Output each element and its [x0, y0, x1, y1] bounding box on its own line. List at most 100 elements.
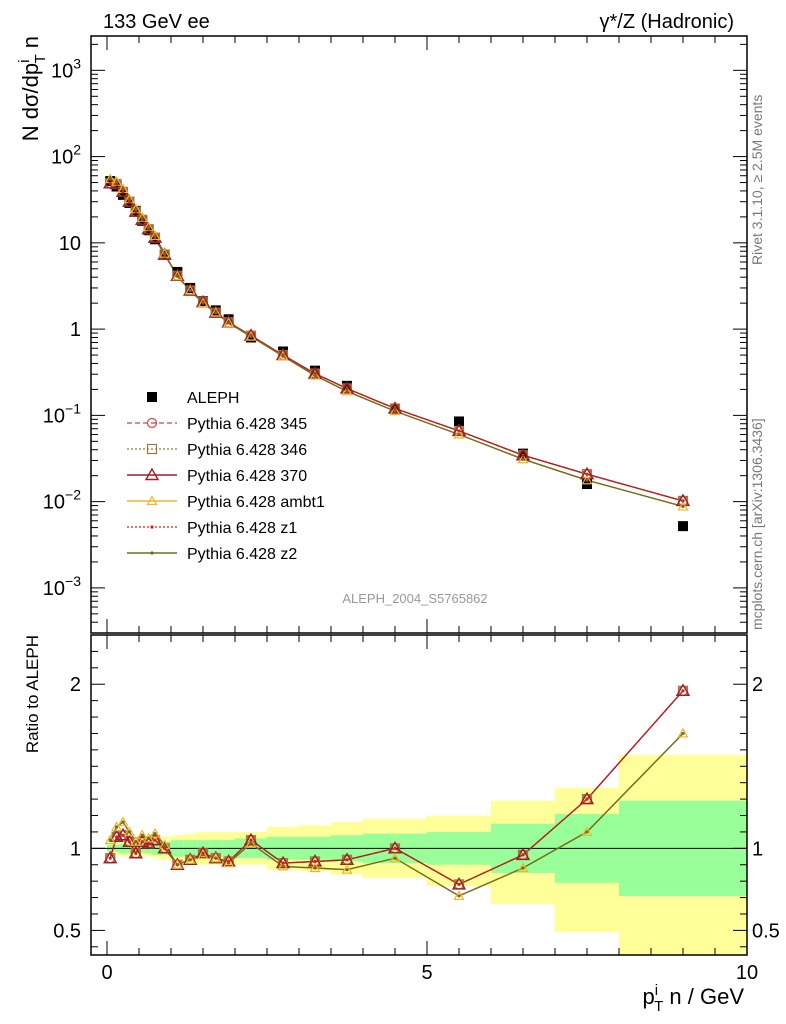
axis-labels: N dσ/dpiT n Ratio to ALEPH pi T n / GeV: [16, 36, 744, 1015]
ratio-point-ambt1-22: [677, 727, 689, 738]
main-point-z2-1: [115, 180, 119, 184]
main-y-tick-label-10^-2: 10−2: [43, 487, 81, 514]
ratio-point-z1-21: [585, 797, 589, 801]
main-point-z2-16: [313, 373, 317, 378]
ratio-point-z1-14: [249, 838, 253, 842]
main-y-axis-label: N dσ/dpiT n: [16, 36, 49, 141]
ratio-point-z2-1: [115, 825, 119, 829]
legend-label-p370: Pythia 6.428 370: [187, 468, 307, 485]
main-y-tick-label-10^-3: 10−3: [43, 573, 81, 600]
ratio-point-ambt1-21: [581, 826, 593, 837]
ratio-point-z2-0: [108, 838, 112, 842]
ratio-frame: [90, 634, 748, 956]
main-point-p370-17: [339, 381, 355, 394]
main-point-p370-16: [307, 366, 323, 379]
main-point-z2-3: [127, 197, 131, 201]
ratio-point-z1-22: [681, 689, 685, 693]
main-point-z2-2: [121, 187, 125, 191]
analysis-tag: ALEPH_2004_S5765862: [342, 591, 487, 606]
main-point-ambt1-7: [149, 230, 161, 241]
legend-marker-p370: [144, 467, 160, 481]
main-point-z1-3: [127, 200, 131, 204]
ratio-point-p370-6: [141, 835, 156, 849]
main-point-z2-8: [163, 252, 167, 256]
main-point-z2-22: [681, 504, 685, 509]
ratio-point-z2-21: [585, 830, 589, 834]
main-point-z2-7: [153, 234, 157, 238]
ratio-point-z2-13: [227, 861, 231, 865]
ratio-point-p370-16: [307, 854, 323, 867]
main-point-z2-15: [281, 354, 285, 358]
main-point-ambt1-14: [245, 330, 257, 341]
legend: ALEPH Pythia 6.428 345 Pythia 6.428 346 Pyt…: [127, 390, 325, 563]
ratio-point-p370-10: [182, 852, 198, 866]
main-point-ambt1-17: [341, 385, 353, 396]
x-tick-label-0: 0: [101, 962, 112, 984]
main-y-tick-label-10^2: 102: [51, 142, 81, 169]
main-frame: [90, 35, 748, 634]
main-point-z1-22: [681, 499, 685, 503]
ratio-point-z2-14: [249, 841, 253, 846]
ratio-point-p370-12: [208, 850, 224, 864]
header-left: 133 GeV ee: [103, 11, 210, 33]
ratio-point-z1-15: [281, 861, 285, 865]
ratio-point-p370-4: [128, 845, 144, 859]
legend-marker-p345: [146, 417, 158, 429]
ratio-point-ambt1-19: [453, 890, 465, 901]
ratio-point-p370-11: [195, 845, 211, 859]
ratio-point-z1-4: [134, 851, 138, 855]
main-point-z2-4: [134, 207, 138, 211]
main-point-data-0: [105, 176, 116, 187]
plot-frames: [90, 35, 748, 956]
legend-label-p346: Pythia 6.428 346: [187, 442, 307, 459]
main-point-z1-20: [521, 453, 525, 457]
axis-ticks: [91, 36, 748, 955]
ratio-point-z2-7: [153, 831, 157, 836]
ratio-point-ambt1-17: [341, 863, 353, 874]
ratio-point-z1-8: [163, 846, 167, 850]
ratio-point-z1-16: [313, 859, 317, 864]
ratio-point-z1-5: [140, 840, 144, 844]
legend-label-data: ALEPH: [187, 390, 239, 407]
ratio-point-ambt1-0: [104, 834, 116, 845]
main-point-ambt1-11: [197, 297, 209, 308]
legend-marker-data: [147, 392, 157, 402]
ratio-point-z2-8: [163, 843, 167, 847]
x-tick-label-5: 5: [421, 962, 432, 984]
main-point-data-10: [185, 282, 196, 293]
main-point-z2-5: [140, 216, 144, 220]
ratio-y-tick-label-r-2: 2: [752, 674, 763, 696]
ratio-point-p370-21: [579, 791, 595, 805]
main-point-ambt1-19: [453, 428, 465, 439]
ratio-y-axis-label: Ratio to ALEPH: [23, 635, 42, 753]
main-point-z1-0: [108, 181, 112, 185]
main-point-data-2: [118, 189, 128, 200]
ratio-point-z2-16: [313, 866, 317, 870]
main-point-z2-11: [201, 301, 205, 305]
ratio-point-ambt1-9: [171, 859, 183, 869]
ratio-point-z1-3: [127, 840, 131, 844]
ratio-point-z2-20: [521, 866, 525, 870]
ratio-point-z1-6: [147, 841, 151, 846]
main-point-z1-21: [585, 472, 589, 476]
main-point-z2-20: [521, 457, 525, 461]
ratio-point-z2-11: [201, 853, 205, 857]
ratio-point-z1-2: [121, 833, 125, 837]
main-point-z2-19: [457, 432, 461, 437]
main-point-z2-12: [214, 311, 218, 315]
legend-marker-z1: [150, 525, 154, 529]
ratio-point-z1-7: [153, 838, 157, 842]
legend-label-z2: Pythia 6.428 z2: [187, 546, 297, 563]
main-point-z2-17: [345, 389, 349, 393]
ratio-point-p370-3: [122, 834, 137, 847]
ratio-point-ambt1-5: [136, 829, 148, 840]
legend-label-ambt1: Pythia 6.428 ambt1: [187, 494, 325, 511]
ratio-point-ambt1-2: [117, 816, 129, 827]
main-point-z1-18: [393, 406, 397, 411]
ratio-point-z1-20: [521, 853, 525, 857]
ratio-point-ambt1-12: [210, 852, 222, 863]
main-point-z2-14: [249, 334, 253, 339]
ratio-point-p370-22: [675, 683, 691, 696]
ratio-point-z1-18: [393, 846, 397, 850]
ratio-point-z1-19: [457, 882, 461, 887]
